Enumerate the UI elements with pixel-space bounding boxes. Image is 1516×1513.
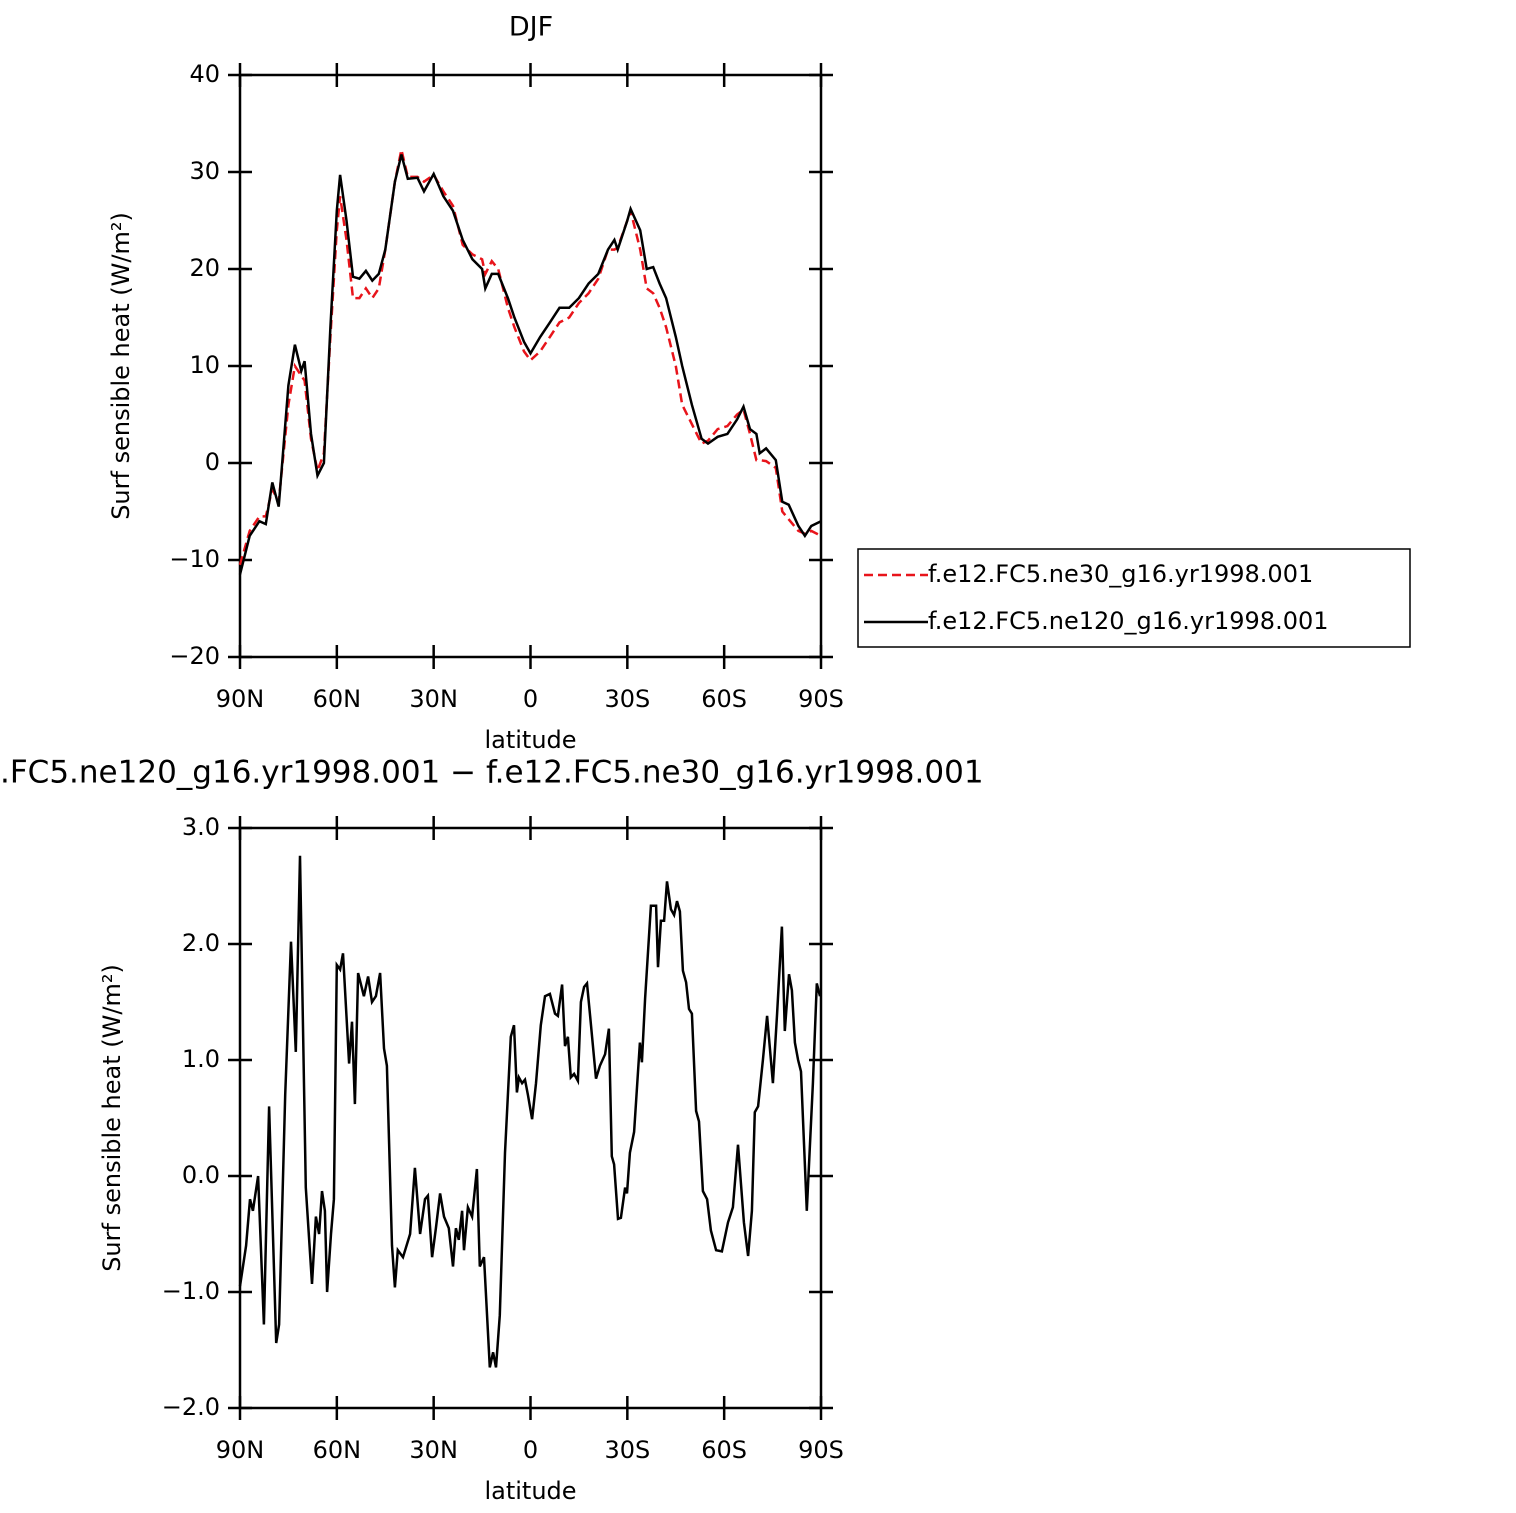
- x-tick-label: 90S: [798, 685, 844, 713]
- x-axis-label: latitude: [484, 726, 576, 754]
- plot-frame: [238, 73, 823, 659]
- y-axis-label: Surf sensible heat (W/m²): [98, 964, 126, 1272]
- x-tick-label: 90S: [798, 1436, 844, 1464]
- x-tick-label: 60S: [701, 685, 747, 713]
- legend-label: f.e12.FC5.ne30_g16.yr1998.001: [928, 560, 1313, 588]
- y-axis-label: Surf sensible heat (W/m²): [107, 212, 135, 520]
- y-tick-label: 2.0: [182, 929, 220, 957]
- y-tick-label: −1.0: [162, 1277, 220, 1305]
- x-tick-label: 90N: [216, 685, 265, 713]
- chart-title: DJF: [509, 12, 553, 43]
- chart-title: .FC5.ne120_g16.yr1998.001 − f.e12.FC5.ne…: [0, 755, 984, 791]
- y-tick-label: 20: [189, 254, 220, 282]
- x-axis-label: latitude: [484, 1477, 576, 1505]
- x-tick-label: 60S: [701, 1436, 747, 1464]
- x-tick-label: 60N: [313, 1436, 362, 1464]
- y-tick-label: 0: [205, 448, 220, 476]
- series-line: [238, 855, 822, 1368]
- x-tick-label: 30S: [604, 1436, 650, 1464]
- legend-box: [857, 548, 1411, 648]
- x-tick-label: 0: [523, 1436, 538, 1464]
- series-line: [238, 154, 822, 575]
- y-tick-label: 1.0: [182, 1045, 220, 1073]
- y-tick-label: 0.0: [182, 1161, 220, 1189]
- y-tick-label: −10: [169, 545, 220, 573]
- x-tick-label: 30S: [604, 685, 650, 713]
- x-tick-label: 30N: [409, 685, 458, 713]
- x-tick-label: 0: [523, 685, 538, 713]
- y-tick-label: −2.0: [162, 1393, 220, 1421]
- legend-label: f.e12.FC5.ne120_g16.yr1998.001: [928, 607, 1329, 635]
- y-tick-label: 10: [189, 351, 220, 379]
- x-tick-label: 60N: [313, 685, 362, 713]
- y-tick-label: −20: [169, 642, 220, 670]
- x-tick-label: 30N: [409, 1436, 458, 1464]
- series-line: [238, 149, 822, 566]
- y-tick-label: 3.0: [182, 813, 220, 841]
- y-tick-label: 30: [189, 157, 220, 185]
- x-tick-label: 90N: [216, 1436, 265, 1464]
- plot-frame: [238, 826, 823, 1410]
- y-tick-label: 40: [189, 60, 220, 88]
